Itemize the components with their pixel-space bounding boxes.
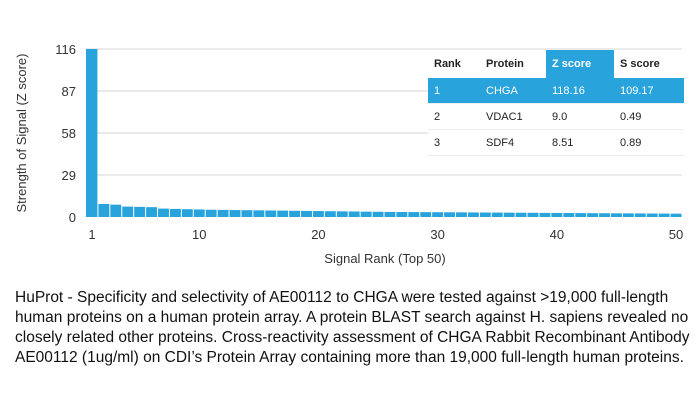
y-axis-ticks: 0 29 58 87 116 — [55, 42, 76, 225]
y-tick-label: 29 — [62, 168, 76, 183]
bar-rank-48 — [646, 213, 658, 217]
bar-rank-41 — [563, 213, 575, 217]
bar-rank-47 — [634, 213, 646, 217]
cell-rank: 2 — [428, 103, 480, 130]
cell-protein: CHGA — [480, 78, 546, 104]
x-tick-label: 50 — [669, 227, 683, 242]
cell-protein: VDAC1 — [480, 103, 546, 130]
cell-s-score: 0.49 — [614, 103, 684, 130]
bar-rank-10 — [193, 209, 205, 217]
bar-rank-37 — [515, 212, 527, 217]
bar-rank-36 — [503, 212, 515, 217]
bar-rank-29 — [420, 212, 432, 217]
bar-rank-8 — [169, 208, 181, 217]
header-s-score: S score — [620, 58, 660, 70]
bar-rank-39 — [539, 212, 551, 217]
bar-rank-21 — [324, 211, 336, 217]
x-tick-label: 40 — [550, 227, 564, 242]
cell-s-score: 0.89 — [614, 129, 684, 156]
bar-rank-43 — [587, 213, 599, 217]
bar-rank-7 — [158, 208, 169, 217]
bar-rank-12 — [217, 209, 229, 217]
bar-rank-5 — [134, 206, 146, 217]
bar-rank-28 — [408, 212, 420, 217]
table-row: 3 SDF4 8.51 0.89 — [428, 129, 684, 156]
bar-rank-6 — [146, 207, 158, 217]
bar-rank-23 — [348, 211, 360, 217]
bar-rank-16 — [265, 210, 277, 217]
bar-rank-38 — [527, 212, 539, 217]
bar-rank-18 — [289, 210, 301, 217]
bar-rank-46 — [622, 213, 634, 217]
cell-protein: SDF4 — [480, 129, 546, 156]
bars — [86, 49, 682, 217]
x-tick-label: 10 — [192, 227, 206, 242]
bar-rank-30 — [432, 212, 444, 217]
bar-rank-11 — [205, 209, 217, 217]
bar-rank-14 — [241, 210, 253, 217]
bar-rank-4 — [122, 206, 134, 217]
bar-rank-9 — [181, 209, 193, 217]
x-axis-label: Signal Rank (Top 50) — [324, 251, 445, 266]
cell-rank: 3 — [428, 129, 480, 156]
y-tick-label: 0 — [69, 210, 76, 225]
bar-rank-13 — [229, 210, 241, 217]
table-row: 1 CHGA 118.16 109.17 — [428, 78, 684, 104]
header-rank: Rank — [434, 58, 461, 70]
x-tick-label: 1 — [88, 227, 95, 242]
bar-rank-42 — [575, 213, 587, 217]
cell-z-score: 8.51 — [546, 129, 614, 156]
cell-z-score: 118.16 — [546, 78, 614, 104]
bar-rank-15 — [253, 210, 265, 217]
y-tick-label: 87 — [62, 84, 76, 99]
bar-rank-35 — [491, 212, 503, 217]
x-axis-ticks: 1 10 20 30 40 50 — [88, 227, 683, 242]
bar-rank-24 — [360, 211, 372, 217]
signal-rank-bar-chart: 0 29 58 87 116 1 10 20 30 40 50 Signal Rank (Top … — [14, 42, 683, 266]
header-protein: Protein — [486, 58, 524, 70]
bar-rank-40 — [551, 212, 563, 217]
bar-rank-20 — [312, 211, 324, 217]
bar-rank-17 — [277, 210, 289, 217]
bar-rank-49 — [658, 213, 670, 217]
y-axis-label: Strength of Signal (Z score) — [14, 54, 29, 213]
x-tick-label: 20 — [311, 227, 325, 242]
bar-rank-33 — [467, 212, 479, 217]
bar-rank-26 — [384, 211, 396, 217]
figure-caption: HuProt - Specificity and selectivity of … — [15, 289, 690, 366]
header-z-score: Z score — [546, 50, 614, 78]
bar-rank-44 — [599, 213, 610, 217]
bar-rank-22 — [336, 211, 348, 217]
bar-rank-45 — [610, 213, 622, 217]
cell-rank: 1 — [428, 78, 480, 104]
bar-rank-32 — [456, 212, 467, 217]
bar-rank-2 — [98, 203, 110, 217]
top-hits-table: Rank Protein Z score S score 1 CHGA 118.… — [428, 50, 684, 156]
bar-rank-34 — [479, 212, 491, 217]
cell-s-score: 109.17 — [614, 78, 684, 104]
bar-rank-27 — [396, 212, 408, 217]
bar-rank-19 — [301, 210, 312, 217]
cell-z-score: 9.0 — [546, 103, 614, 130]
y-tick-label: 58 — [62, 126, 76, 141]
table-header-row: Rank Protein Z score S score — [428, 50, 684, 78]
table-row: 2 VDAC1 9.0 0.49 — [428, 103, 684, 130]
bar-rank-1 — [86, 49, 98, 217]
x-tick-label: 30 — [430, 227, 444, 242]
bar-rank-50 — [670, 213, 682, 217]
bar-rank-3 — [110, 204, 122, 217]
bar-rank-31 — [444, 212, 456, 217]
y-tick-label: 116 — [55, 42, 76, 57]
bar-rank-25 — [372, 211, 384, 217]
